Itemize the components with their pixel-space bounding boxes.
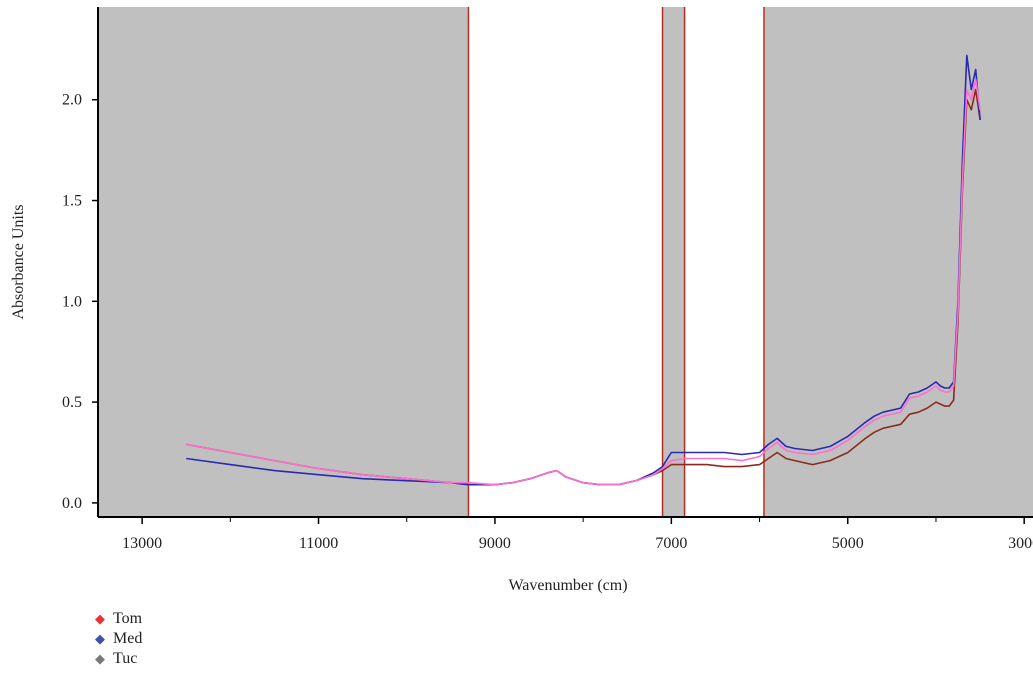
y-tick-label: 1.0 — [62, 293, 82, 310]
legend-item: ◆ Tuc — [95, 649, 142, 669]
legend-marker-icon: ◆ — [95, 631, 105, 646]
x-tick-label: 13000 — [122, 535, 162, 552]
shaded-region — [98, 7, 469, 517]
axes: 13000 11000 9000 7000 5000 3000 0.0 0.5 1.0 1.5 2… — [62, 7, 1033, 552]
shaded-regions — [98, 7, 1033, 517]
shaded-region — [763, 7, 1033, 517]
x-tick-label: 3000 — [1008, 535, 1033, 552]
y-tick-label: 1.5 — [62, 193, 82, 210]
y-tick-label: 0.5 — [62, 394, 82, 411]
legend-marker-icon: ◆ — [95, 611, 105, 626]
y-ticks: 0.0 0.5 1.0 1.5 2.0 — [62, 92, 98, 512]
legend: ◆ Tom ◆ Med ◆ Tuc — [95, 609, 142, 669]
series-line-tom — [186, 78, 981, 486]
legend-item: ◆ Med — [95, 629, 142, 649]
x-tick-label: 5000 — [832, 535, 864, 552]
y-tick-label: 0.0 — [62, 495, 82, 512]
y-axis-title: Absorbance Units — [10, 204, 27, 319]
legend-label: Tom — [113, 610, 143, 627]
x-ticks: 13000 11000 9000 7000 5000 3000 — [122, 517, 1033, 552]
x-tick-label: 7000 — [655, 535, 687, 552]
plot-area — [98, 7, 1033, 517]
x-axis-title: Wavenumber (cm) — [508, 577, 627, 594]
legend-label: Tuc — [113, 650, 138, 667]
x-tick-label: 11000 — [299, 535, 338, 552]
legend-item: ◆ Tom — [95, 609, 142, 629]
shaded-region — [662, 7, 685, 517]
region-boundary-lines — [467, 7, 765, 517]
legend-label: Med — [113, 630, 143, 647]
y-tick-label: 2.0 — [62, 92, 82, 109]
series-lines — [186, 54, 981, 486]
legend-marker-icon: ◆ — [95, 651, 105, 666]
x-tick-label: 9000 — [479, 535, 511, 552]
